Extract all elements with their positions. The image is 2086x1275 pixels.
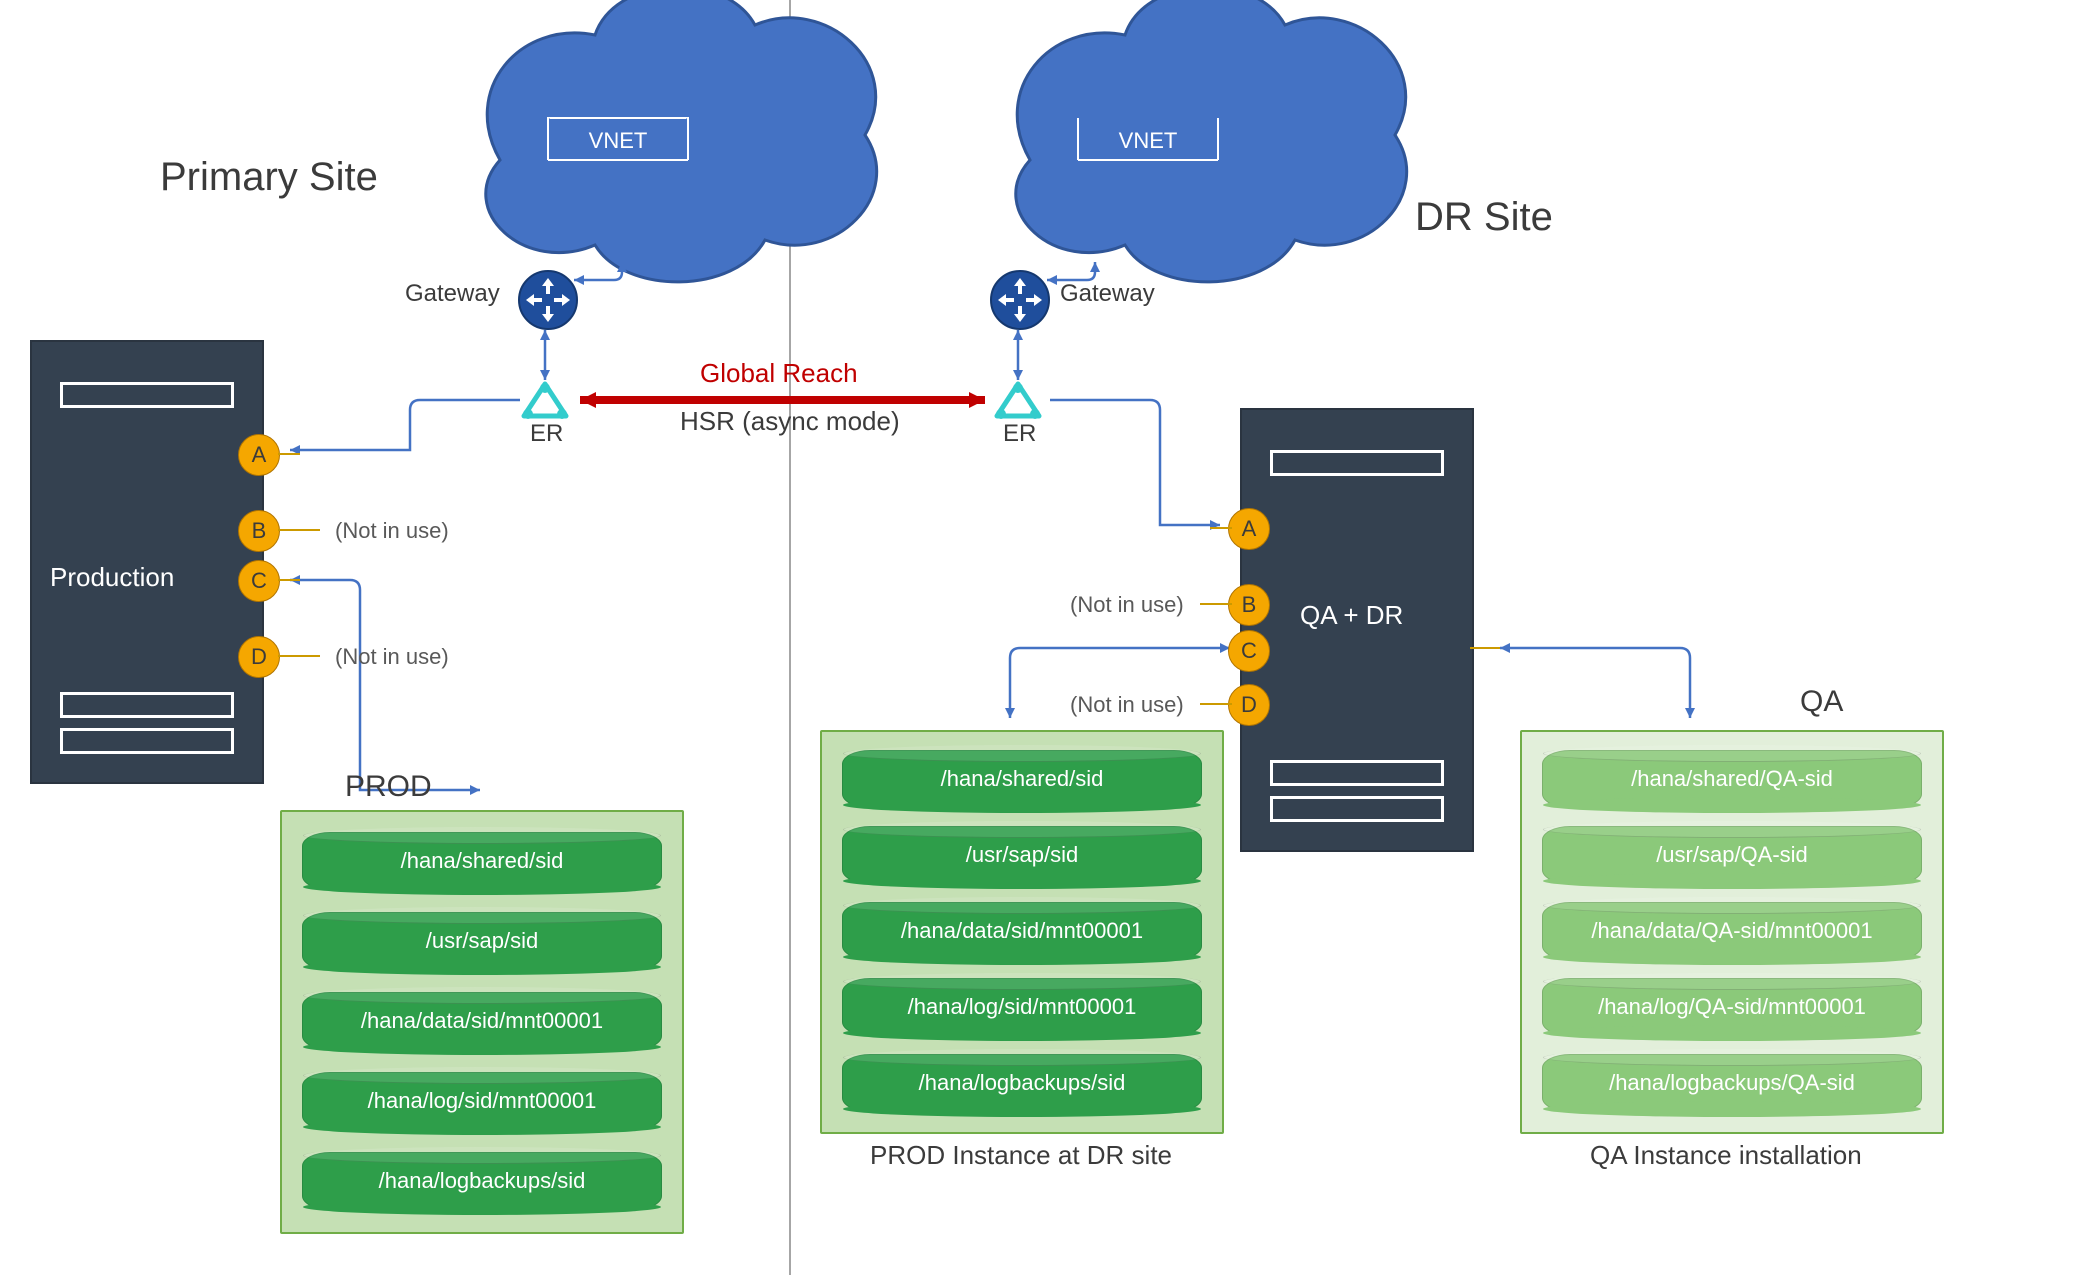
port-primary-B: B xyxy=(238,510,280,552)
qa-storage-title: QA xyxy=(1800,685,1843,719)
proddr-vol-1: /usr/sap/sid xyxy=(842,826,1202,884)
qa-vol-3: /hana/log/QA-sid/mnt00001 xyxy=(1542,978,1922,1036)
primary-site-title: Primary Site xyxy=(160,155,378,200)
arrow-er-server-primary xyxy=(290,400,520,450)
port-dr-A: A xyxy=(1228,508,1270,550)
prod-vol-3: /hana/log/sid/mnt00001 xyxy=(302,1072,662,1130)
global-reach-label: Global Reach xyxy=(700,358,858,389)
vnet-cloud-primary: VNET xyxy=(486,0,877,282)
arrow-dr-server-qa xyxy=(1500,648,1690,718)
prod-vol-1: /usr/sap/sid xyxy=(302,912,662,970)
vnet-label-dr: VNET xyxy=(1119,128,1178,153)
arrow-cloud-gateway-primary xyxy=(574,262,622,280)
port-dr-D: D xyxy=(1228,684,1270,726)
server-primary: Production xyxy=(30,340,264,784)
dr-site-title: DR Site xyxy=(1415,195,1553,240)
proddr-vol-2: /hana/data/sid/mnt00001 xyxy=(842,902,1202,960)
server-primary-label: Production xyxy=(50,562,174,593)
prod-storage-panel: /hana/shared/sid /usr/sap/sid /hana/data… xyxy=(280,810,684,1234)
prod-storage-title: PROD xyxy=(345,770,432,804)
port-primary-A: A xyxy=(238,434,280,476)
proddr-vol-0: /hana/shared/sid xyxy=(842,750,1202,808)
prod-vol-0: /hana/shared/sid xyxy=(302,832,662,890)
qa-vol-4: /hana/logbackups/QA-sid xyxy=(1542,1054,1922,1112)
gateway-label-dr: Gateway xyxy=(1060,280,1155,308)
hsr-label: HSR (async mode) xyxy=(680,406,900,437)
prod-vol-2: /hana/data/sid/mnt00001 xyxy=(302,992,662,1050)
qa-vol-2: /hana/data/QA-sid/mnt00001 xyxy=(1542,902,1922,960)
port-primary-D-note: (Not in use) xyxy=(335,644,449,670)
er-label-primary: ER xyxy=(530,420,563,448)
qa-storage-panel: /hana/shared/QA-sid /usr/sap/QA-sid /han… xyxy=(1520,730,1944,1134)
server-dr-label: QA + DR xyxy=(1300,600,1403,631)
gateway-label-primary: Gateway xyxy=(405,280,500,308)
er-label-dr: ER xyxy=(1003,420,1036,448)
arrow-server-prod-storage xyxy=(290,580,480,790)
gateway-icon-dr xyxy=(990,270,1050,330)
port-dr-D-note: (Not in use) xyxy=(1070,692,1184,718)
port-primary-B-note: (Not in use) xyxy=(335,518,449,544)
proddr-storage-panel: /hana/shared/sid /usr/sap/sid /hana/data… xyxy=(820,730,1224,1134)
qa-vol-0: /hana/shared/QA-sid xyxy=(1542,750,1922,808)
server-dr: QA + DR xyxy=(1240,408,1474,852)
qa-vol-1: /usr/sap/QA-sid xyxy=(1542,826,1922,884)
port-dr-C: C xyxy=(1228,630,1270,672)
port-primary-D: D xyxy=(238,636,280,678)
er-icon-primary xyxy=(520,380,570,420)
proddr-caption: PROD Instance at DR site xyxy=(870,1140,1172,1171)
prod-vol-4: /hana/logbackups/sid xyxy=(302,1152,662,1210)
port-dr-B-note: (Not in use) xyxy=(1070,592,1184,618)
port-dr-B: B xyxy=(1228,584,1270,626)
port-primary-C: C xyxy=(238,560,280,602)
proddr-vol-4: /hana/logbackups/sid xyxy=(842,1054,1202,1112)
vnet-label-primary: VNET xyxy=(589,128,648,153)
qa-caption: QA Instance installation xyxy=(1590,1140,1862,1171)
proddr-vol-3: /hana/log/sid/mnt00001 xyxy=(842,978,1202,1036)
gateway-icon-primary xyxy=(518,270,578,330)
vnet-cloud-dr: VNET xyxy=(1016,0,1407,282)
arrow-cloud-gateway-dr xyxy=(1047,262,1095,280)
er-icon-dr xyxy=(993,380,1043,420)
arrow-er-server-dr xyxy=(1050,400,1220,525)
